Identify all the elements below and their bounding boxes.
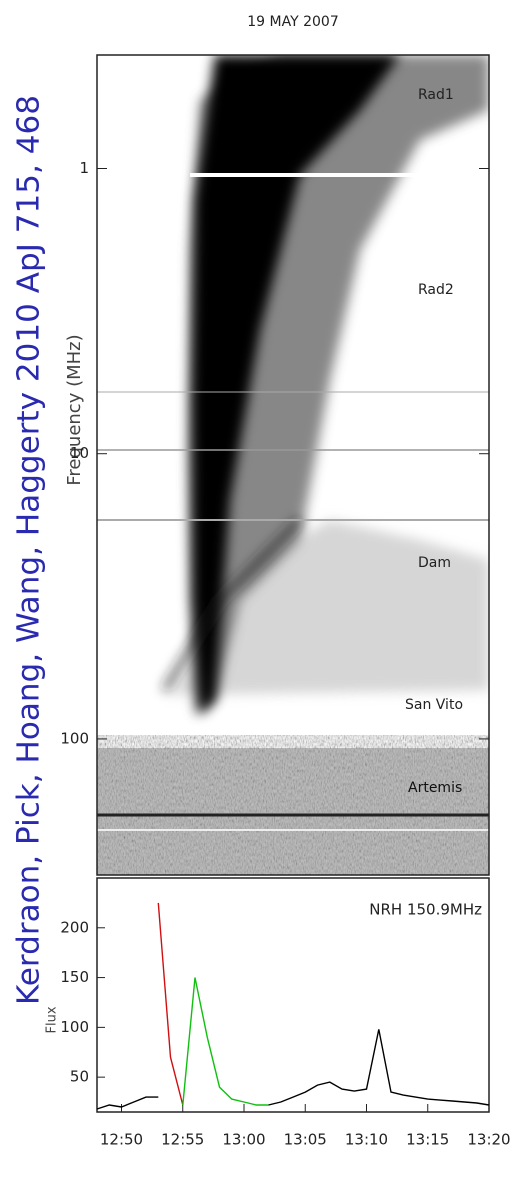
title: 19 MAY 2007 bbox=[247, 14, 338, 30]
y-tick-label: 50 bbox=[70, 1068, 89, 1086]
x-tick-label: 12:55 bbox=[161, 1131, 204, 1149]
annotation: Dam bbox=[418, 555, 451, 571]
x-tick-label: 13:10 bbox=[345, 1131, 388, 1149]
artemis-band bbox=[97, 748, 489, 875]
annotation: Rad2 bbox=[418, 282, 454, 298]
y-tick-label: 1 bbox=[79, 159, 89, 177]
spectrum-frame bbox=[96, 54, 490, 876]
y-axis-label: Flux bbox=[45, 1006, 60, 1033]
annotation: Artemis bbox=[408, 780, 462, 796]
y-tick-label: 150 bbox=[60, 968, 89, 986]
citation: Kerdraon, Pick, Hoang, Wang, Haggerty 20… bbox=[12, 95, 47, 1005]
dam-emission bbox=[170, 520, 489, 700]
dam-drift bbox=[162, 518, 302, 692]
x-tick-label: 13:20 bbox=[467, 1131, 510, 1149]
x-tick-label: 13:00 bbox=[222, 1131, 265, 1149]
flux-line bbox=[182, 977, 269, 1106]
flux-line bbox=[96, 1029, 490, 1110]
y-tick-label: 10 bbox=[70, 444, 89, 462]
x-tick-label: 13:15 bbox=[406, 1131, 449, 1149]
flux-frame bbox=[96, 877, 490, 1113]
y-tick-label: 100 bbox=[60, 1018, 89, 1036]
annotation: NRH 150.9MHz bbox=[369, 901, 482, 919]
spectrum bbox=[97, 55, 489, 875]
y-tick-label: 100 bbox=[60, 729, 89, 747]
annotation: Rad1 bbox=[418, 87, 454, 103]
y-axis-label: Frequency (MHz) bbox=[64, 334, 85, 485]
rad-emission-core bbox=[192, 55, 400, 715]
flux-line bbox=[157, 902, 184, 1106]
y-tick-label: 200 bbox=[60, 918, 89, 936]
x-tick-label: 12:50 bbox=[100, 1131, 143, 1149]
artemis-noise bbox=[97, 748, 489, 875]
annotation: San Vito bbox=[405, 697, 463, 713]
x-tick-label: 13:05 bbox=[284, 1131, 327, 1149]
